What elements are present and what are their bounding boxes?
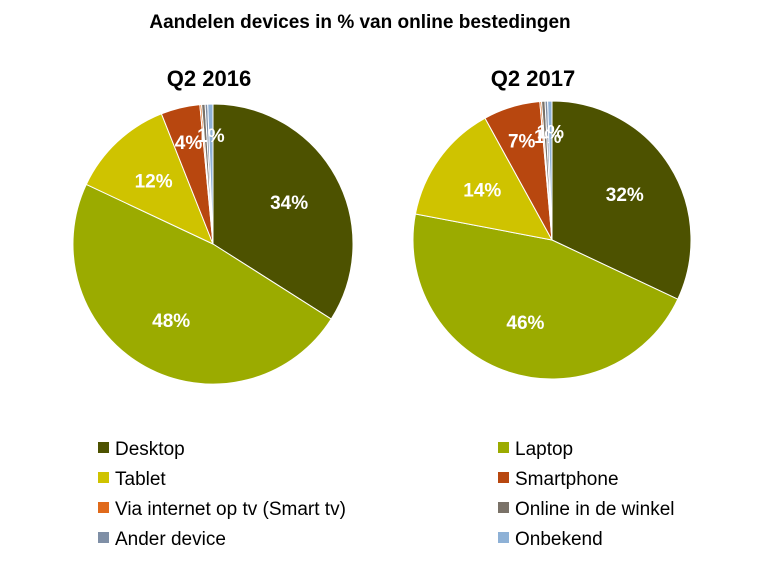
legend-label-desktop: Desktop [115, 439, 185, 460]
legend-label-tablet: Tablet [115, 469, 166, 490]
data-label-q2-2017-tablet: 14% [463, 180, 501, 201]
legend-label-via-internet-op-tv-smart-tv: Via internet op tv (Smart tv) [115, 499, 346, 520]
data-label-q2-2016-desktop: 34% [270, 193, 308, 214]
data-label-q2-2017-laptop: 46% [506, 313, 544, 334]
legend-item-desktop: Desktop [98, 439, 185, 460]
legend-label-smartphone: Smartphone [515, 469, 619, 490]
data-label-q2-2017-ander-device: 1% [534, 127, 562, 148]
chart-title: Aandelen devices in % van online bestedi… [149, 12, 570, 33]
legend-item-tablet: Tablet [98, 469, 166, 490]
data-label-q2-2016-onbekend: 1% [197, 126, 225, 147]
legend-swatch-desktop [98, 442, 109, 453]
pie-subtitle-q2-2017: Q2 2017 [491, 66, 575, 91]
legend-swatch-online-in-de-winkel [498, 502, 509, 513]
legend-item-online-in-de-winkel: Online in de winkel [498, 499, 674, 520]
data-label-q2-2016-smartphone: 4% [175, 133, 203, 154]
pie-slice-q2-2016-tablet [85, 113, 214, 245]
legend-label-laptop: Laptop [515, 439, 573, 460]
legend-label-online-in-de-winkel: Online in de winkel [515, 499, 674, 520]
legend-label-onbekend: Onbekend [515, 529, 603, 550]
legend-item-laptop: Laptop [498, 439, 573, 460]
legend-swatch-ander-device [98, 532, 109, 543]
data-label-q2-2016-laptop: 48% [152, 311, 190, 332]
data-label-q2-2017-smartphone: 7% [508, 131, 536, 152]
pie-slice-q2-2016-laptop [72, 183, 332, 385]
legend-label-ander-device: Ander device [115, 529, 226, 550]
legend-item-onbekend: Onbekend [498, 529, 603, 550]
data-label-q2-2017-onbekend: 1% [537, 123, 565, 144]
pie-slice-q2-2017-onbekend [547, 100, 553, 241]
data-label-q2-2017-desktop: 32% [606, 185, 644, 206]
pie-slice-q2-2016-desktop [212, 103, 354, 320]
legend-swatch-laptop [498, 442, 509, 453]
pie-q2-2016: 34% 48% 12%4%1% [72, 103, 354, 385]
pie-subtitle-q2-2016: Q2 2016 [167, 66, 251, 91]
pies-group: 34%48%12%4%1%32%46%14%7%1%1% [72, 100, 692, 385]
pie-q2-2017: 32% 46% 14% 7%1%1% [412, 100, 692, 380]
legend: Desktop Laptop Tablet Smartphone Via interne… [98, 439, 674, 550]
pie-slice-q2-2017-laptop [412, 213, 679, 380]
legend-swatch-tablet [98, 472, 109, 483]
pie-slice-q2-2016-onbekend [207, 103, 214, 245]
legend-item-via-internet-op-tv-smart-tv: Via internet op tv (Smart tv) [98, 499, 346, 520]
legend-item-ander-device: Ander device [98, 529, 226, 550]
legend-swatch-via-internet-op-tv-smart-tv [98, 502, 109, 513]
pie-slice-q2-2017-tablet [414, 117, 553, 241]
legend-swatch-onbekend [498, 532, 509, 543]
legend-item-smartphone: Smartphone [498, 469, 619, 490]
data-label-q2-2016-tablet: 12% [135, 172, 173, 193]
legend-swatch-smartphone [498, 472, 509, 483]
pie-slice-q2-2017-desktop [551, 100, 692, 300]
